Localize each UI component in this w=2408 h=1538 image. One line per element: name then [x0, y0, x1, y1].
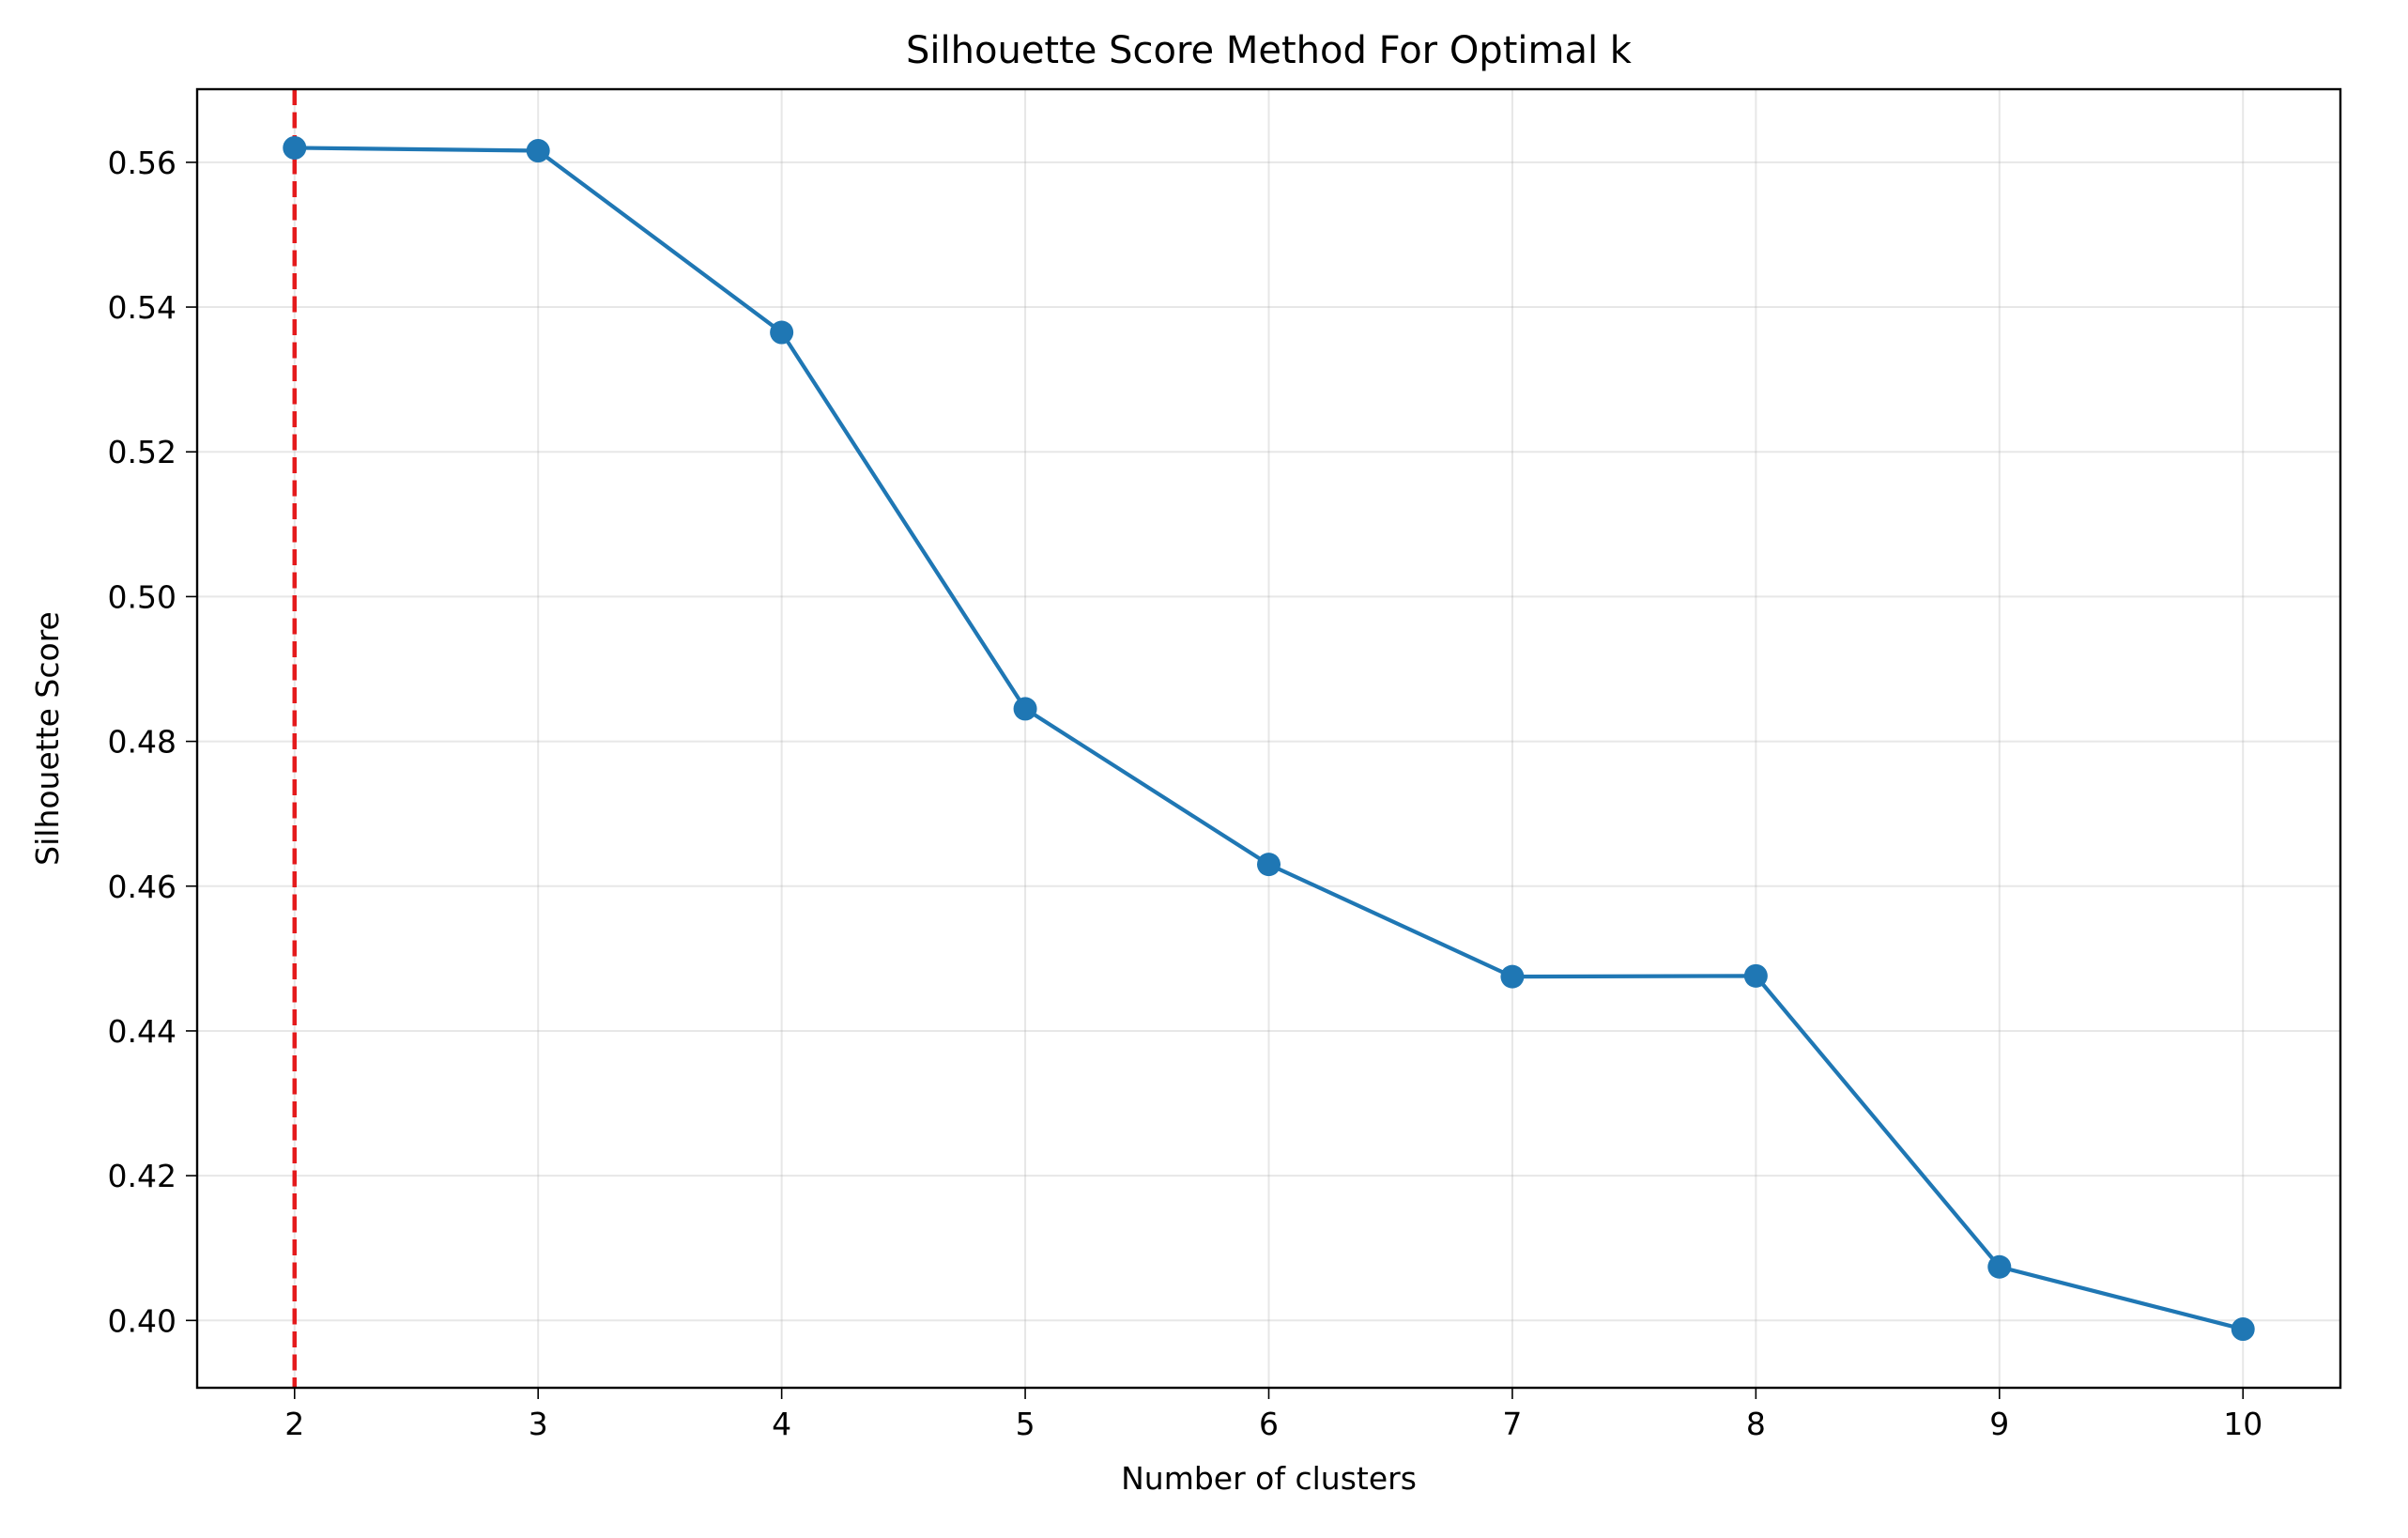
x-tick-label: 10: [2223, 1406, 2262, 1442]
chart-title: Silhouette Score Method For Optimal k: [906, 29, 1633, 72]
data-point: [1987, 1254, 2012, 1279]
x-axis-ticks: 2 3 4 5 6 7 8 9 10: [284, 1388, 2262, 1442]
data-point: [1257, 853, 1281, 877]
grid: [197, 89, 2340, 1388]
y-axis-ticks: 0.40 0.42 0.44 0.46 0.48 0.50 0.52 0.54 0.56: [108, 145, 197, 1339]
y-axis-label: Silhouette Score: [29, 611, 66, 866]
data-point: [2231, 1317, 2255, 1342]
x-tick-label: 3: [529, 1406, 548, 1442]
x-tick-label: 4: [772, 1406, 791, 1442]
y-tick-label: 0.46: [108, 869, 176, 905]
x-tick-label: 6: [1259, 1406, 1279, 1442]
y-tick-label: 0.56: [108, 145, 176, 181]
y-tick-label: 0.40: [108, 1302, 176, 1339]
data-point: [770, 320, 794, 345]
x-tick-label: 8: [1746, 1406, 1766, 1442]
data-point: [283, 135, 307, 160]
x-tick-label: 9: [1989, 1406, 2009, 1442]
y-tick-label: 0.44: [108, 1013, 176, 1050]
y-tick-label: 0.42: [108, 1158, 176, 1194]
data-point: [1743, 963, 1768, 988]
series-group: [283, 135, 2255, 1342]
x-tick-label: 2: [284, 1406, 304, 1442]
data-point: [526, 139, 550, 163]
y-tick-label: 0.52: [108, 434, 176, 470]
y-tick-label: 0.48: [108, 724, 176, 761]
data-point: [1013, 697, 1037, 721]
x-axis-label: Number of clusters: [1121, 1460, 1417, 1497]
y-tick-label: 0.54: [108, 289, 176, 326]
y-tick-label: 0.50: [108, 578, 176, 615]
data-point: [1500, 964, 1525, 989]
x-tick-label: 5: [1016, 1406, 1035, 1442]
x-tick-label: 7: [1502, 1406, 1522, 1442]
